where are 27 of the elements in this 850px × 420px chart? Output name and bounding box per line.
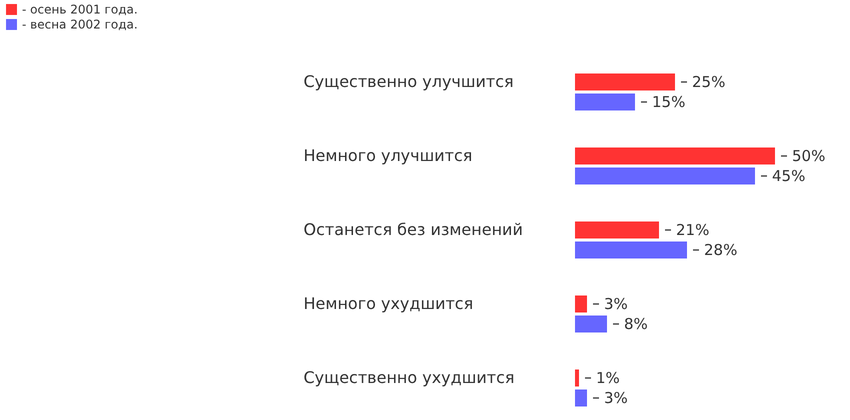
data-label: 3%	[604, 295, 628, 313]
data-label: 25%	[692, 73, 726, 91]
y-tick-label: Немного ухудшится	[304, 294, 474, 313]
bar	[575, 148, 775, 164]
bar	[575, 390, 587, 406]
data-label: 50%	[792, 147, 826, 165]
data-label: 3%	[604, 389, 628, 407]
data-label: 28%	[704, 241, 738, 259]
legend-label: - весна 2002 года.	[22, 18, 138, 32]
legend-label: - осень 2001 года.	[22, 2, 138, 16]
data-label: 15%	[652, 93, 686, 111]
bar	[575, 316, 607, 332]
bar	[575, 242, 687, 258]
bar	[575, 222, 659, 238]
y-tick-label: Немного улучшится	[304, 146, 472, 165]
data-label: 1%	[596, 369, 620, 387]
bar	[575, 168, 755, 184]
y-tick-label: Существенно ухудшится	[304, 368, 514, 387]
bar	[575, 74, 675, 90]
bar	[575, 94, 635, 110]
bar	[575, 370, 579, 386]
bar	[575, 296, 587, 312]
data-label: 8%	[624, 315, 648, 333]
data-label: 21%	[676, 221, 710, 239]
y-tick-label: Существенно улучшится	[304, 72, 514, 91]
y-tick-label: Останется без изменений	[304, 220, 523, 239]
data-label: 45%	[772, 167, 806, 185]
